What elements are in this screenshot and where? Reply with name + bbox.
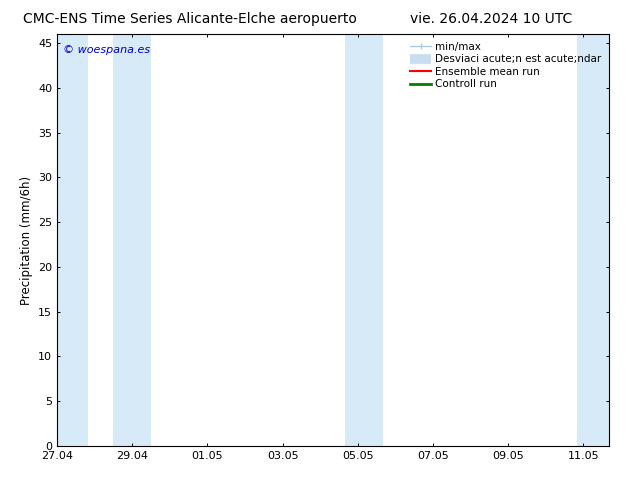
Bar <box>51 34 88 446</box>
Y-axis label: Precipitation (mm/6h): Precipitation (mm/6h) <box>20 175 32 305</box>
Bar <box>577 34 609 446</box>
Text: © woespana.es: © woespana.es <box>63 45 150 54</box>
Text: vie. 26.04.2024 10 UTC: vie. 26.04.2024 10 UTC <box>410 12 573 26</box>
Bar <box>346 34 383 446</box>
Bar <box>113 34 151 446</box>
Text: CMC-ENS Time Series Alicante-Elche aeropuerto: CMC-ENS Time Series Alicante-Elche aerop… <box>23 12 357 26</box>
Legend: min/max, Desviaci acute;n est acute;ndar, Ensemble mean run, Controll run: min/max, Desviaci acute;n est acute;ndar… <box>408 40 604 92</box>
